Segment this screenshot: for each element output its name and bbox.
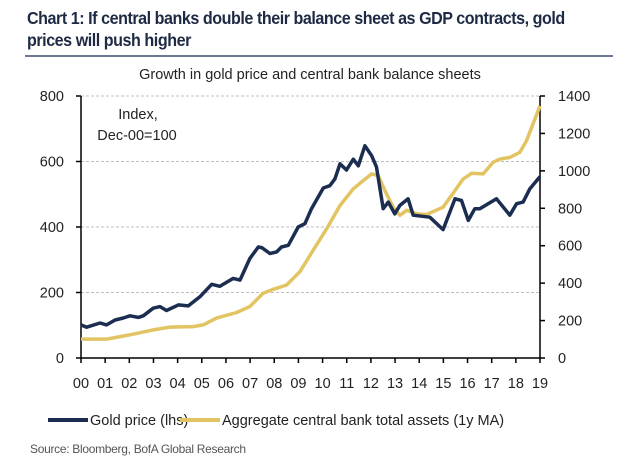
x-tick-label: 00 — [73, 376, 89, 392]
series-lines — [80, 105, 542, 341]
x-tick-label: 13 — [387, 376, 403, 392]
left-tick-label: 800 — [40, 89, 64, 105]
x-tick-label: 05 — [194, 376, 210, 392]
legend-label: Aggregate central bank total assets (1y … — [222, 413, 504, 429]
right-tick-label: 0 — [558, 351, 566, 367]
x-tick-label: 03 — [145, 376, 161, 392]
x-tick-label: 10 — [315, 376, 331, 392]
left-tick-label: 400 — [40, 220, 64, 236]
right-tick-label: 1200 — [558, 126, 590, 142]
gridlines — [81, 95, 540, 293]
x-tick-label: 06 — [218, 376, 234, 392]
right-tick-label: 1000 — [558, 164, 590, 180]
annotation-index: Index, — [118, 107, 158, 123]
x-tick-label: 11 — [339, 376, 354, 392]
left-tick-label: 0 — [56, 351, 64, 367]
chart-title: Growth in gold price and central bank ba… — [139, 67, 481, 83]
x-tick-label: 16 — [459, 376, 475, 392]
right-tick-label: 1400 — [558, 89, 590, 105]
x-tick-label: 01 — [97, 376, 113, 392]
x-tick-label: 19 — [532, 376, 548, 392]
right-tick-label: 600 — [558, 239, 582, 255]
chart-heading: Chart 1: If central banks double their b… — [27, 8, 565, 50]
x-tick-label: 08 — [266, 376, 282, 392]
x-tick-label: 14 — [411, 376, 427, 392]
x-tick-label: 17 — [484, 376, 500, 392]
axes: 0200400600800020040060080010001200140000… — [40, 89, 590, 392]
x-tick-label: 12 — [363, 376, 379, 392]
right-tick-label: 200 — [558, 314, 582, 330]
source-note: Source: Bloomberg, BofA Global Research — [30, 442, 246, 456]
x-tick-label: 18 — [508, 376, 524, 392]
series-line-central-bank-assets — [81, 105, 542, 341]
heading-divider — [25, 55, 613, 57]
right-tick-label: 800 — [558, 201, 582, 217]
right-tick-label: 400 — [558, 276, 582, 292]
series-line-gold-price — [80, 144, 542, 329]
x-tick-label: 04 — [170, 376, 186, 392]
left-tick-label: 200 — [40, 286, 64, 302]
left-tick-label: 600 — [40, 155, 64, 171]
x-tick-label: 09 — [290, 376, 306, 392]
legend-label: Gold price (lhs) — [90, 413, 188, 429]
annotation-base: Dec-00=100 — [97, 128, 176, 144]
x-tick-label: 02 — [121, 376, 137, 392]
legend: Gold price (lhs) Aggregate central bank t… — [48, 413, 504, 429]
x-tick-label: 07 — [242, 376, 258, 392]
x-tick-label: 15 — [435, 376, 451, 392]
